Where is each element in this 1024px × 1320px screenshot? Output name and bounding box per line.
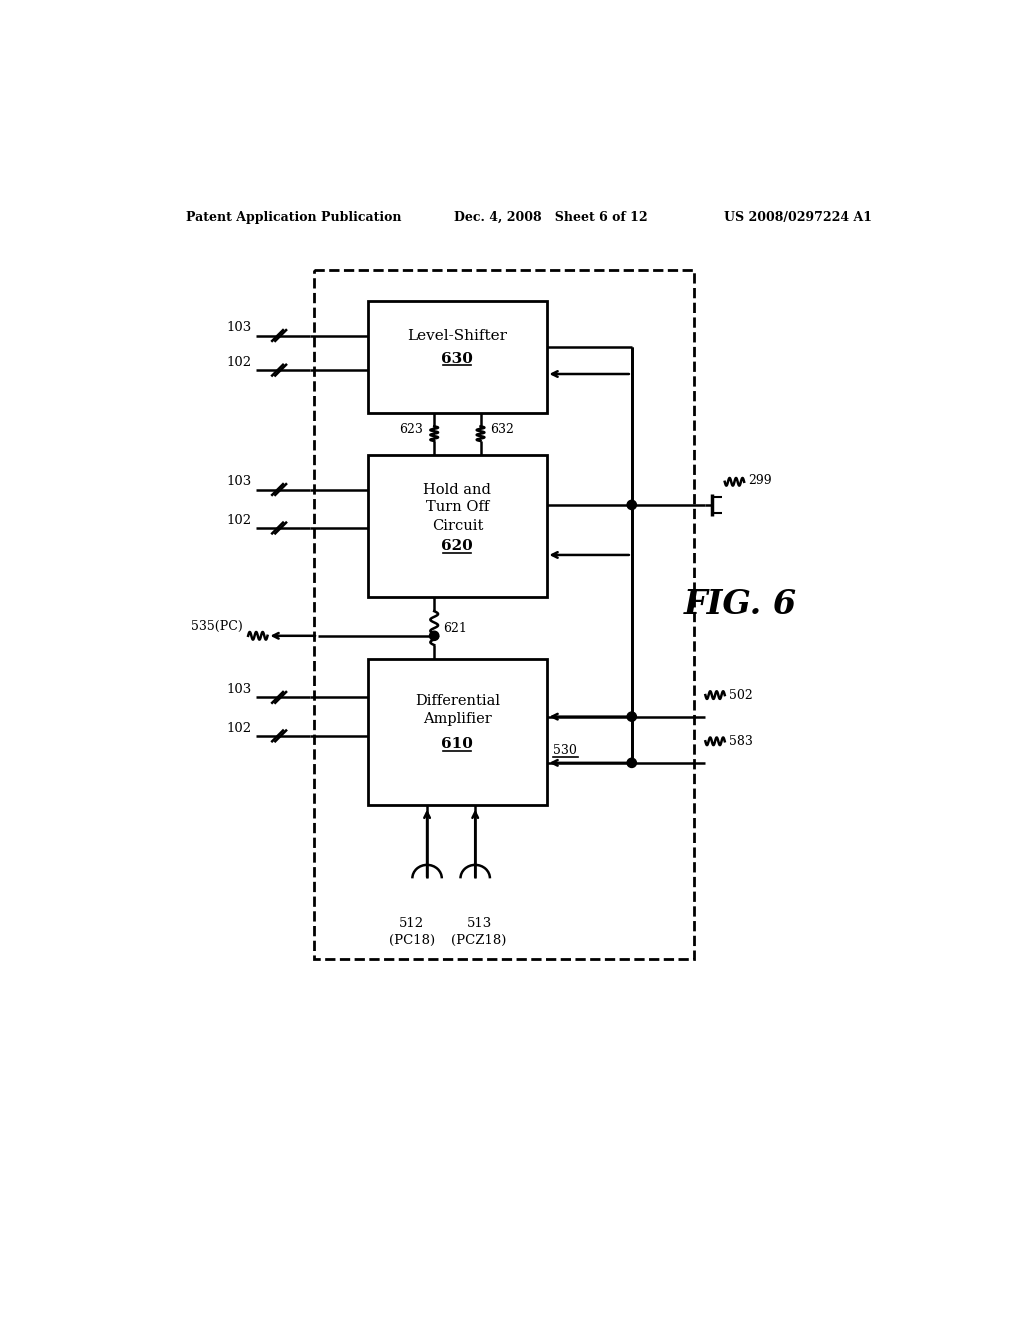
Text: Circuit: Circuit: [432, 519, 483, 533]
Circle shape: [627, 758, 636, 767]
Text: (PC18): (PC18): [388, 933, 434, 946]
Text: 103: 103: [226, 321, 252, 334]
Bar: [369, 455, 547, 598]
Text: FIG. 6: FIG. 6: [684, 589, 797, 622]
Bar: [369, 659, 547, 805]
Text: 583: 583: [729, 735, 753, 748]
Text: Differential: Differential: [415, 694, 500, 709]
Text: 621: 621: [443, 622, 467, 635]
Text: Amplifier: Amplifier: [423, 711, 492, 726]
Text: 103: 103: [226, 475, 252, 488]
Text: (PCZ18): (PCZ18): [452, 933, 507, 946]
Text: Hold and: Hold and: [424, 483, 492, 496]
Text: Turn Off: Turn Off: [426, 500, 489, 515]
Text: Patent Application Publication: Patent Application Publication: [186, 211, 401, 224]
Text: 535(PC): 535(PC): [190, 620, 243, 634]
Text: 502: 502: [729, 689, 753, 702]
Text: Dec. 4, 2008   Sheet 6 of 12: Dec. 4, 2008 Sheet 6 of 12: [454, 211, 647, 224]
Text: 512: 512: [399, 917, 424, 929]
Text: 103: 103: [226, 684, 252, 696]
Text: 620: 620: [441, 539, 473, 553]
Text: 513: 513: [467, 917, 492, 929]
Text: 530: 530: [553, 743, 577, 756]
Text: 102: 102: [227, 722, 252, 735]
Text: 102: 102: [227, 356, 252, 370]
Circle shape: [627, 500, 636, 510]
Text: 632: 632: [489, 424, 514, 437]
Circle shape: [627, 711, 636, 721]
Text: 299: 299: [748, 474, 772, 487]
Text: 630: 630: [441, 351, 473, 366]
Text: 610: 610: [441, 737, 473, 751]
Text: 102: 102: [227, 513, 252, 527]
Bar: [314, 271, 693, 960]
Bar: [369, 301, 547, 413]
Text: US 2008/0297224 A1: US 2008/0297224 A1: [724, 211, 872, 224]
Circle shape: [429, 631, 439, 640]
Text: Level-Shifter: Level-Shifter: [408, 329, 507, 342]
Text: 623: 623: [398, 424, 423, 437]
